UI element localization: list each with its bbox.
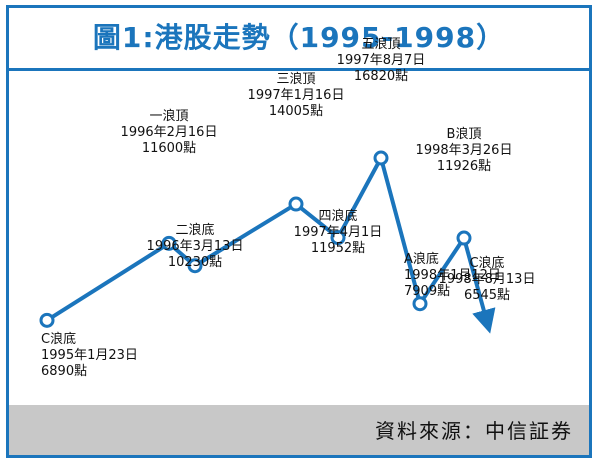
date-label: 1996年2月16日 [121,125,218,140]
value-label: 11926點 [437,159,491,174]
date-label: 1997年8月7日 [337,53,426,68]
wave-label: 二浪底 [175,222,214,238]
date-label: 1998年8月13日 [439,272,536,287]
value-label: 11600點 [142,141,196,156]
date-label: 1998年1月12日 [404,268,501,283]
chart-title: 圖1:港股走勢（1995-1998） [92,21,506,54]
data-point [288,196,304,212]
value-label: 16820點 [354,69,408,84]
wave-label: 一浪頂 [149,109,188,124]
chart-canvas: C浪底1995年1月23日6890點一浪頂1996年2月16日11600點二浪底… [39,37,536,379]
footer-bar: 資料來源：中信証券 [9,405,589,455]
series-arrow [462,237,496,334]
wave-label: C浪底 [469,255,504,271]
title-rule [9,68,589,71]
wave-label: C浪底 [41,331,76,347]
value-label: 10230點 [168,255,222,270]
wave-label: A浪底 [404,251,439,267]
wave-label: 五浪頂 [361,37,400,52]
data-point [456,230,472,246]
data-point [412,296,428,312]
data-point [39,312,55,328]
value-label: 11952點 [311,241,365,256]
date-label: 1996年3月13日 [147,239,244,254]
wave-label: B浪頂 [447,127,482,142]
wave-label: 四浪底 [318,208,357,224]
value-label: 14005點 [269,104,323,119]
chart-frame: 圖1:港股走勢（1995-1998） C浪底 1995年1月23日 6890點 一浪頂… [6,5,592,458]
title-box: 圖1:港股走勢（1995-1998） [9,8,589,66]
series-line [45,156,466,323]
wave-label: 三浪頂 [276,72,315,87]
date-label: 1995年1月23日 [41,348,138,363]
data-point [161,235,177,251]
data-point [373,150,389,166]
value-label: 6545點 [464,288,510,303]
value-label: 7909點 [404,284,450,299]
date-label: 1997年1月16日 [248,88,345,103]
source-text: 資料來源：中信証券 [375,419,573,443]
data-point [187,258,203,274]
data-point [330,230,346,246]
value-label: 6890點 [41,364,87,379]
date-label: 1997年4月1日 [294,225,383,240]
date-label: 1998年3月26日 [416,143,513,158]
